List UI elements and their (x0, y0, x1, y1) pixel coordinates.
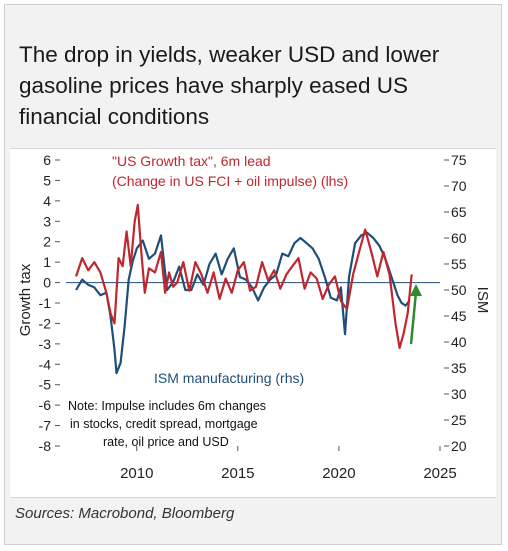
y-left-tick-label: -1 (39, 295, 52, 311)
y-left-tick-label: 5 (43, 172, 51, 188)
note-line-1: Note: Impulse includes 6m changes (68, 399, 266, 413)
y-left-tick-label: 1 (43, 254, 51, 270)
x-tick-label: 2020 (322, 465, 355, 482)
y-left-tick-label: 6 (43, 152, 51, 168)
source-note: Sources: Macrobond, Bloomberg (15, 505, 235, 522)
y-right-tick-label: 70 (451, 178, 467, 194)
y-right-tick-label: 75 (451, 152, 467, 168)
y-left-tick-label: 2 (43, 234, 51, 250)
labels-group: "US Growth tax", 6m lead (Change in US F… (17, 153, 491, 449)
x-tick-label: 2025 (423, 465, 456, 482)
growth-tax-line (75, 203, 413, 349)
y-left-tick-label: -4 (39, 356, 52, 372)
y-right-tick-label: 30 (451, 386, 467, 402)
y-right-tick-label: 60 (451, 230, 467, 246)
series-group (75, 203, 422, 375)
trend-arrow-shaft (409, 291, 418, 345)
note-line-2: in stocks, credit spread, mortgage (70, 417, 258, 431)
y-left-tick-label: -3 (39, 336, 52, 352)
y-right-tick-label: 20 (451, 438, 467, 454)
axes-group: 6543210-1-2-3-4-5-6-7-875706560555045403… (39, 152, 467, 482)
note-line-3: rate, oil price and USD (103, 435, 229, 449)
x-tick-label: 2010 (120, 465, 153, 482)
y-left-tick-label: -8 (39, 438, 52, 454)
legend-ism: ISM manufacturing (rhs) (154, 370, 304, 386)
y-left-tick-label: -5 (39, 377, 52, 393)
plot-panel (10, 148, 496, 498)
y-left-tick-label: 3 (43, 213, 51, 229)
legend-growth-tax-line-2: (Change in US FCI + oil impulse) (lhs) (112, 173, 348, 189)
y-left-tick-label: 4 (43, 193, 51, 209)
y-right-tick-label: 65 (451, 204, 467, 220)
y-left-axis-label: Growth tax (17, 263, 34, 336)
y-right-tick-label: 25 (451, 412, 467, 428)
y-right-tick-label: 35 (451, 360, 467, 376)
ism-line (75, 231, 411, 375)
trend-arrow-head (410, 284, 422, 296)
y-left-tick-label: -7 (39, 418, 52, 434)
y-left-tick-label: -6 (39, 397, 52, 413)
y-right-tick-label: 45 (451, 308, 467, 324)
y-left-tick-label: 0 (43, 275, 51, 291)
legend-growth-tax-line-1: "US Growth tax", 6m lead (112, 153, 271, 169)
y-right-tick-label: 50 (451, 282, 467, 298)
y-right-tick-label: 40 (451, 334, 467, 350)
y-right-tick-label: 55 (451, 256, 467, 272)
x-tick-label: 2015 (221, 465, 254, 482)
chart-title: The drop in yields, weaker USD and lower… (19, 42, 440, 129)
y-right-axis-label: ISM (474, 287, 491, 314)
y-left-tick-label: -2 (39, 315, 52, 331)
